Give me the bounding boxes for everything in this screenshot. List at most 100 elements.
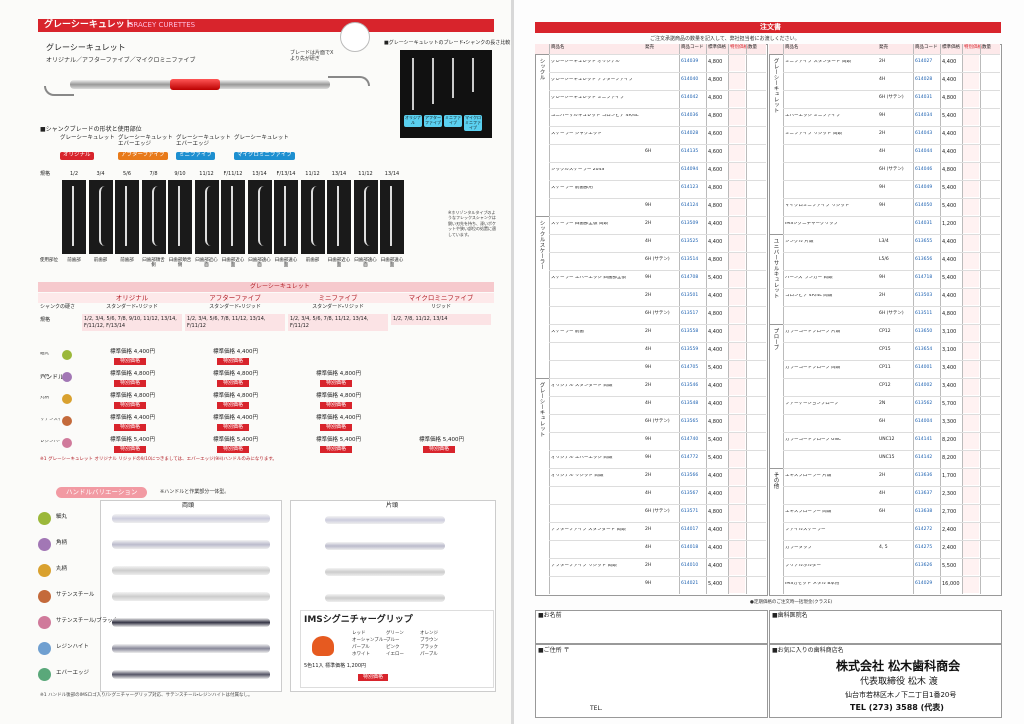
special-cell — [729, 487, 745, 503]
special-cell — [963, 361, 979, 377]
blade-number: 3/4 — [96, 171, 105, 177]
standard-price: 標準価格 4,400円 — [213, 415, 258, 421]
column-hardness: スタンダード・リジッド — [106, 304, 158, 310]
item-type: 2H — [879, 59, 886, 64]
item-code: 614044 — [915, 149, 933, 154]
item-price: 4,400 — [942, 293, 957, 299]
row-rule — [549, 126, 766, 127]
special-cell — [963, 415, 979, 431]
item-code: 614708 — [681, 275, 699, 280]
handle-name: 細丸 — [56, 514, 68, 520]
item-code: 614050 — [915, 203, 933, 208]
table-header: 数量 — [748, 45, 757, 50]
special-price: 特別価格 — [217, 424, 250, 431]
special-cell — [963, 307, 979, 323]
compare-blade — [412, 58, 414, 110]
column-rule — [728, 44, 729, 594]
handle-name: サテンスチール/ブラック — [56, 618, 119, 624]
group-label: シックルスケーラー — [538, 220, 545, 270]
item-name: マイクロミニファイブ リジッド — [785, 204, 850, 208]
blade-shape — [72, 186, 79, 246]
row-rule — [783, 216, 1000, 217]
header-bar — [38, 19, 494, 32]
special-cell — [729, 163, 745, 179]
ims-color: ホワイト — [352, 652, 370, 657]
item-price: 4,400 — [942, 239, 957, 245]
standard-price: 標準価格 4,800円 — [110, 371, 155, 377]
row-rule — [549, 270, 766, 271]
compare-title: ■グレーシーキュレットのブレード・シャンクの長さ比較 — [384, 40, 511, 46]
double-handle — [112, 514, 270, 523]
handle-name: レジンハイト — [56, 644, 89, 650]
handle-name: 角柄 — [56, 540, 68, 546]
row-rule — [549, 216, 766, 217]
address-label: ■ご住所 〒 — [538, 647, 570, 654]
item-code: 613654 — [915, 347, 933, 352]
line-tag: マイクロミニファイブ — [234, 152, 295, 160]
item-code: 614275 — [915, 545, 933, 550]
row-rule — [549, 378, 766, 379]
column-hardness: スタンダード・リジッド — [312, 304, 364, 310]
special-cell — [729, 109, 745, 125]
item-code: 614002 — [915, 383, 933, 388]
item-code: 614040 — [681, 77, 699, 82]
item-type: 9H — [879, 185, 886, 190]
item-code: 614028 — [681, 131, 699, 136]
group-rule — [535, 378, 549, 379]
ims-title: IMSシグニチャーグリップ — [304, 615, 413, 625]
standard-price: 標準価格 5,400円 — [110, 437, 155, 443]
compare-label: ミニファイブ — [444, 115, 462, 127]
item-type: CP12 — [879, 329, 891, 334]
item-price: 2,400 — [942, 527, 957, 533]
line-name: グレーシーキュレット — [234, 135, 289, 141]
item-price: 2,400 — [942, 545, 957, 551]
single-handle — [325, 516, 445, 524]
item-price: 4,800 — [708, 311, 723, 317]
group-label: プローブ — [772, 328, 779, 350]
usage-head: 使用部位 — [40, 258, 58, 263]
row-rule — [549, 432, 766, 433]
special-cell — [729, 379, 745, 395]
row-rule — [549, 396, 766, 397]
blade-shape — [257, 186, 265, 246]
column-rule — [980, 44, 981, 594]
page-fold — [511, 0, 514, 724]
handle-head: ハンドル — [40, 374, 65, 381]
blade-shape — [310, 186, 318, 246]
column-sizes: 1/2, 3/4, 5/6, 7/8, 11/12, 13/14, F/11/1… — [288, 314, 388, 331]
item-type: 9H — [645, 581, 652, 586]
row-rule — [549, 90, 766, 91]
item-type: 4H — [645, 239, 652, 244]
compare-label: アフターファイブ — [424, 115, 442, 127]
size-head: 規格 — [40, 317, 51, 323]
item-code: 614017 — [681, 527, 699, 532]
item-type: 4H — [879, 491, 886, 496]
table-header: 商品コード — [681, 45, 704, 50]
item-type: 6H (サテン) — [645, 419, 670, 424]
special-cell — [963, 379, 979, 395]
item-name: IMSシグニチャーグリップ — [785, 222, 839, 226]
item-code: 614042 — [681, 95, 699, 100]
row-rule — [549, 360, 766, 361]
item-name: エキスプローラー 片頭 — [785, 474, 832, 478]
standard-price: 標準価格 4,400円 — [110, 415, 155, 421]
item-price: 4,800 — [708, 113, 723, 119]
row-rule — [783, 54, 1000, 55]
blade-number: 11/12 — [358, 171, 373, 177]
column-rule — [706, 44, 707, 594]
item-price: 5,400 — [708, 455, 723, 461]
special-cell — [963, 271, 979, 287]
row-rule — [549, 288, 766, 289]
row-rule — [783, 504, 1000, 505]
item-type: 9H — [645, 275, 652, 280]
column-sizes: 1/2, 3/4, 5/6, 7/8, 11/12, 13/14, F/11/1… — [185, 314, 285, 331]
item-name: ファーケーションプローブ — [785, 402, 839, 406]
item-type: 2H — [879, 473, 886, 478]
item-name: カラーコードプローブ UNC — [785, 438, 841, 442]
column-rule — [679, 44, 680, 594]
special-cell — [963, 181, 979, 197]
side-note: ※ホリゾンタルタイプのようなフレックスシャンクは鋭い刃先を持ち、深いポケットや狭… — [448, 210, 496, 237]
item-code: 613562 — [915, 401, 933, 406]
special-cell — [963, 91, 979, 107]
phone: TEL (273) 3588 (代表) — [850, 703, 944, 712]
